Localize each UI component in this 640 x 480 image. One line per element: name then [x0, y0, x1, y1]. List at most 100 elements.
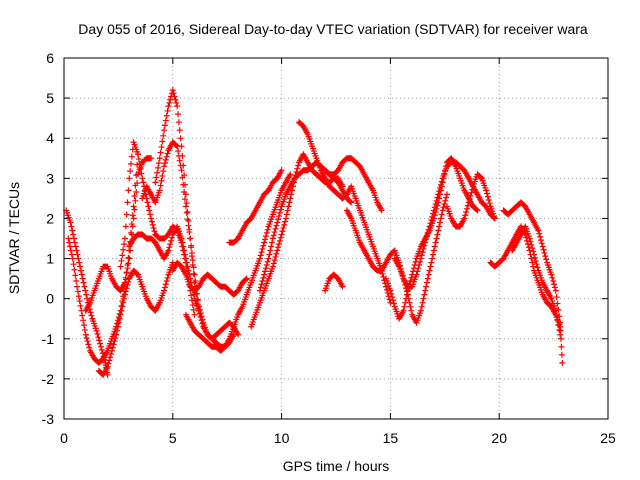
series-arc3: [82, 155, 155, 314]
data-point: [423, 279, 430, 286]
data-point: [261, 239, 268, 246]
data-point: [486, 200, 493, 207]
data-point: [283, 211, 290, 218]
data-point: [84, 338, 91, 345]
data-point: [419, 299, 426, 306]
data-point: [175, 119, 182, 126]
data-point: [127, 168, 134, 175]
data-point: [540, 246, 547, 253]
data-point: [65, 235, 72, 242]
data-point: [158, 177, 165, 184]
data-point: [261, 271, 268, 278]
data-point: [97, 340, 104, 347]
series-arc18: [383, 155, 481, 322]
y-tick-label: 1: [46, 251, 54, 267]
data-point: [125, 260, 132, 267]
data-point: [421, 291, 428, 298]
data-point: [276, 209, 283, 216]
data-point: [131, 192, 138, 199]
data-point: [551, 281, 558, 288]
data-point: [118, 257, 125, 264]
data-point: [130, 215, 137, 222]
data-point: [157, 149, 164, 156]
data-point: [531, 254, 538, 261]
data-point: [165, 103, 172, 110]
data-point: [263, 229, 270, 236]
data-point: [162, 156, 169, 163]
data-point: [558, 343, 565, 350]
data-point: [407, 278, 414, 285]
data-point: [408, 307, 415, 314]
data-point: [144, 199, 151, 206]
data-point: [160, 168, 167, 175]
data-point: [553, 294, 560, 301]
data-point: [530, 248, 537, 255]
data-point: [67, 243, 74, 250]
data-point: [403, 291, 410, 298]
data-point: [285, 203, 292, 210]
data-point: [71, 266, 78, 273]
data-point: [181, 196, 188, 203]
data-point: [186, 226, 193, 233]
data-point: [75, 293, 82, 300]
data-point: [433, 235, 440, 242]
data-point: [188, 244, 195, 251]
data-point: [543, 256, 550, 263]
data-point: [148, 155, 155, 162]
data-point: [550, 278, 557, 285]
data-point: [270, 260, 277, 267]
data-point: [159, 172, 166, 179]
data-point: [463, 209, 470, 216]
data-point: [536, 230, 543, 237]
data-point: [262, 236, 269, 243]
data-point: [425, 271, 432, 278]
data-point: [531, 251, 538, 258]
data-point: [549, 274, 556, 281]
data-point: [439, 207, 446, 214]
data-point: [68, 223, 75, 230]
data-point: [469, 186, 476, 193]
data-point: [95, 334, 102, 341]
data-point: [160, 132, 167, 139]
data-point: [123, 285, 130, 292]
data-point: [168, 237, 175, 244]
data-point: [256, 287, 263, 294]
data-point: [194, 296, 201, 303]
data-point: [442, 197, 449, 204]
data-point: [179, 239, 186, 246]
series-arc14: [296, 119, 394, 306]
data-point: [133, 188, 140, 195]
data-point: [134, 151, 141, 158]
data-point: [161, 287, 168, 294]
data-point: [110, 341, 117, 348]
data-point: [429, 255, 436, 262]
data-point: [555, 306, 562, 313]
data-point: [418, 252, 425, 259]
data-point: [191, 279, 198, 286]
data-point: [427, 220, 434, 227]
data-point: [185, 267, 192, 274]
data-point: [120, 299, 127, 306]
data-point: [260, 274, 267, 281]
data-point: [191, 271, 198, 278]
data-point: [166, 99, 173, 106]
data-point: [146, 207, 153, 214]
data-point: [179, 152, 186, 159]
data-point: [402, 299, 409, 306]
data-point: [97, 343, 104, 350]
data-point: [429, 213, 436, 220]
data-point: [407, 303, 414, 310]
data-point: [135, 156, 142, 163]
data-point: [119, 303, 126, 310]
data-point: [145, 203, 152, 210]
data-point: [167, 96, 174, 103]
data-point: [138, 170, 145, 177]
x-tick-label: 15: [383, 430, 399, 446]
series-arc16: [322, 271, 346, 294]
data-point: [403, 295, 410, 302]
data-point: [259, 245, 266, 252]
data-point: [68, 251, 75, 258]
data-point: [176, 157, 183, 164]
x-tick-label: 25: [600, 430, 616, 446]
data-point: [552, 287, 559, 294]
